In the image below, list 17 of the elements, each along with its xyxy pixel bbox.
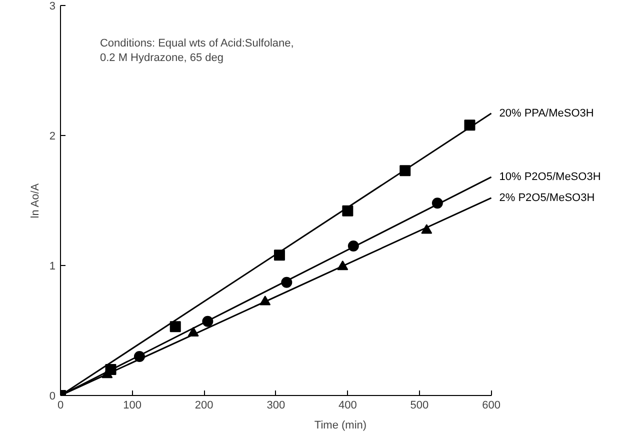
- y-axis-title: ln Ao/A: [29, 182, 42, 218]
- x-tick-label: 300: [266, 400, 286, 412]
- x-tick-label: 400: [338, 400, 357, 412]
- series-label: 10% P2O5/MeSO3H: [499, 171, 601, 184]
- y-tick-label: 3: [49, 0, 56, 12]
- x-tick-label: 600: [482, 400, 500, 412]
- series-label: 2% P2O5/MeSO3H: [499, 192, 595, 204]
- x-tick-label: 200: [194, 400, 214, 412]
- y-tick-label: 2: [49, 130, 56, 142]
- x-axis-title: Time (min): [314, 420, 367, 432]
- x-tick-label: 0: [57, 400, 64, 412]
- y-tick-label: 1: [49, 260, 56, 272]
- series-label: 20% PPA/MeSO3H: [499, 107, 594, 120]
- annotation: Conditions: Equal wts of Acid:Sulfolane, 0.2 M Hydrazone, 65 deg: [100, 38, 294, 64]
- y-tick-label: 0: [49, 390, 56, 402]
- x-tick-label: 100: [123, 400, 142, 412]
- x-tick-label: 500: [410, 400, 429, 412]
